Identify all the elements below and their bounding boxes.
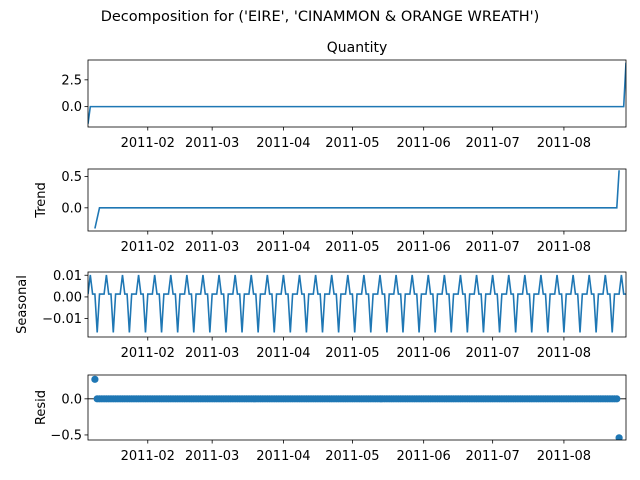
trend-xtick-label: 2011-02 <box>121 240 175 255</box>
trend-panel: 0.0 0.5 2011-02 2011-03 2011-04 2011-05 2011-0… <box>34 168 627 255</box>
observed-xtick-label: 2011-06 <box>397 136 451 151</box>
seasonal-xtick-label: 2011-04 <box>256 346 310 361</box>
resid-point <box>91 375 99 383</box>
seasonal-xtick-label: 2011-05 <box>325 346 379 361</box>
observed-xtick-label: 2011-03 <box>185 136 239 151</box>
observed-panel: 0.0 2.5 2011-02 2011-03 2011-04 2011-05 2011-0… <box>61 40 627 151</box>
trend-ytick-label: 0.5 <box>61 170 82 185</box>
observed-xtick-label: 2011-07 <box>465 136 519 151</box>
decomposition-panels: 0.0 2.5 2011-02 2011-03 2011-04 2011-05 2011-0… <box>15 40 627 464</box>
observed-xtick-label: 2011-08 <box>537 136 591 151</box>
trend-plot-area <box>94 170 620 229</box>
resid-xtick-label: 2011-08 <box>537 449 591 464</box>
resid-xtick-label: 2011-05 <box>325 449 379 464</box>
seasonal-ytick-label: 0.01 <box>53 269 82 284</box>
observed-series-line <box>88 62 626 124</box>
resid-point <box>613 395 621 403</box>
observed-title: Quantity <box>327 40 388 56</box>
trend-xtick-label: 2011-06 <box>397 240 451 255</box>
observed-xtick-label: 2011-02 <box>121 136 175 151</box>
seasonal-xtick-label: 2011-08 <box>537 346 591 361</box>
resid-xtick-label: 2011-06 <box>397 449 451 464</box>
resid-xtick-label: 2011-07 <box>465 449 519 464</box>
seasonal-series-line <box>88 274 626 333</box>
seasonal-xtick-label: 2011-07 <box>465 346 519 361</box>
trend-xtick-label: 2011-05 <box>325 240 379 255</box>
seasonal-panel: −0.01 0.00 0.01 2011-02 2011-03 2011-04 2011-0… <box>15 269 627 361</box>
resid-frame <box>87 374 627 441</box>
observed-xtick-label: 2011-05 <box>325 136 379 151</box>
figure-suptitle: Decomposition for ('EIRE', 'CINAMMON & O… <box>101 9 540 25</box>
seasonal-ytick-label: −0.01 <box>42 312 82 327</box>
trend-xtick-label: 2011-08 <box>537 240 591 255</box>
seasonal-frame <box>87 271 627 338</box>
seasonal-ylabel: Seasonal <box>15 275 30 334</box>
trend-ytick-label: 0.0 <box>61 201 82 216</box>
resid-xtick-label: 2011-02 <box>121 449 175 464</box>
observed-xtick-label: 2011-04 <box>256 136 310 151</box>
observed-ytick-label: 2.5 <box>61 73 82 88</box>
trend-ylabel: Trend <box>34 182 49 219</box>
resid-ytick-label: −0.5 <box>50 428 82 443</box>
trend-xtick-label: 2011-03 <box>185 240 239 255</box>
resid-plot-area <box>88 375 626 440</box>
resid-ytick-label: 0.0 <box>61 392 82 407</box>
observed-plot-area <box>88 62 626 124</box>
seasonal-xtick-label: 2011-02 <box>121 346 175 361</box>
observed-frame <box>87 59 627 128</box>
seasonal-xtick-label: 2011-03 <box>185 346 239 361</box>
seasonal-xtick-label: 2011-06 <box>397 346 451 361</box>
trend-xtick-label: 2011-07 <box>465 240 519 255</box>
observed-ytick-label: 0.0 <box>61 100 82 115</box>
resid-xtick-label: 2011-03 <box>185 449 239 464</box>
trend-xtick-label: 2011-04 <box>256 240 310 255</box>
seasonal-ytick-label: 0.00 <box>53 290 82 305</box>
resid-panel: −0.5 0.0 2011-02 2011-03 2011-04 2011-05 2011-… <box>34 374 627 464</box>
resid-point <box>615 434 623 440</box>
seasonal-plot-area <box>88 274 626 333</box>
resid-xtick-label: 2011-04 <box>256 449 310 464</box>
trend-series-line <box>94 170 620 229</box>
trend-frame <box>87 168 627 232</box>
resid-ylabel: Resid <box>34 390 49 425</box>
